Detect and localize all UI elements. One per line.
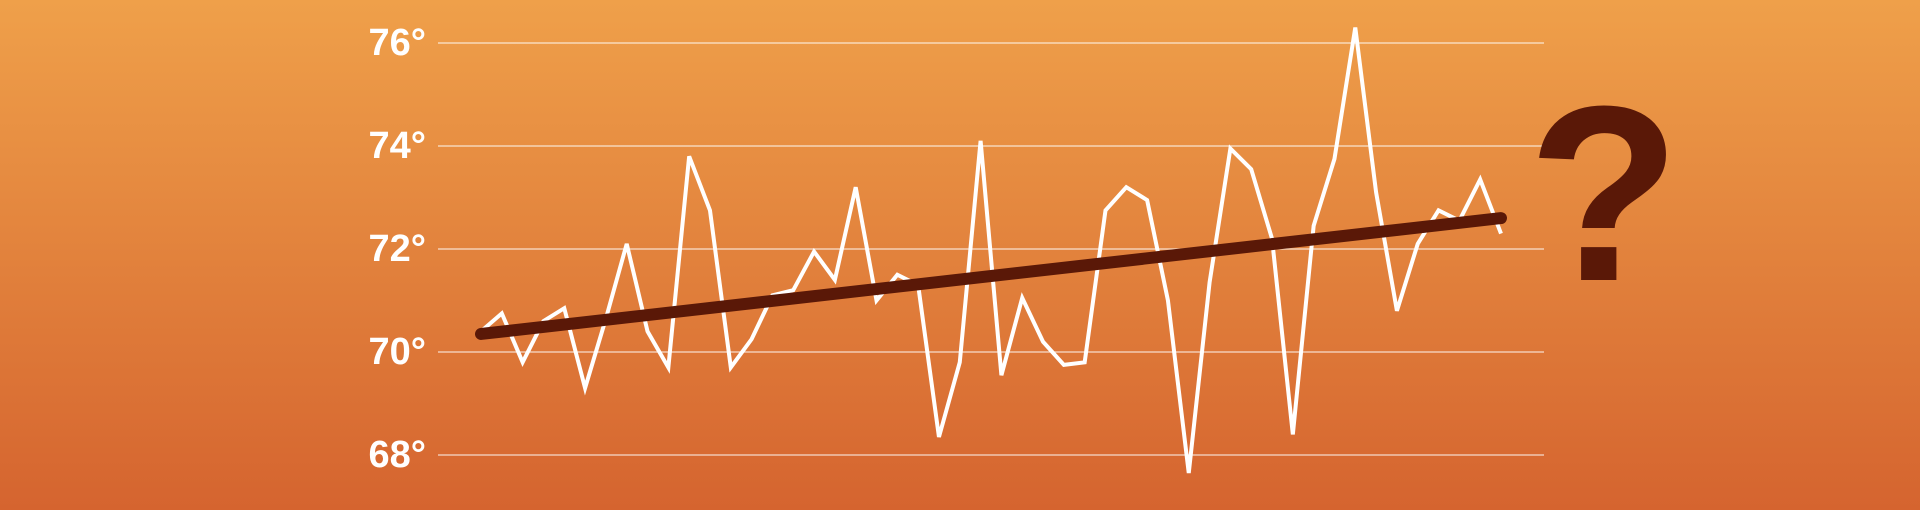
trend-line — [475, 212, 1507, 340]
y-tick-label: 68° — [369, 434, 426, 476]
y-tick-label: 74° — [369, 125, 426, 167]
y-tick-label: 72° — [369, 228, 426, 270]
question-mark: ? — [1528, 54, 1681, 333]
temperature-line — [479, 27, 1503, 474]
y-tick-label: 70° — [369, 331, 426, 373]
y-tick-label: 76° — [369, 22, 426, 64]
